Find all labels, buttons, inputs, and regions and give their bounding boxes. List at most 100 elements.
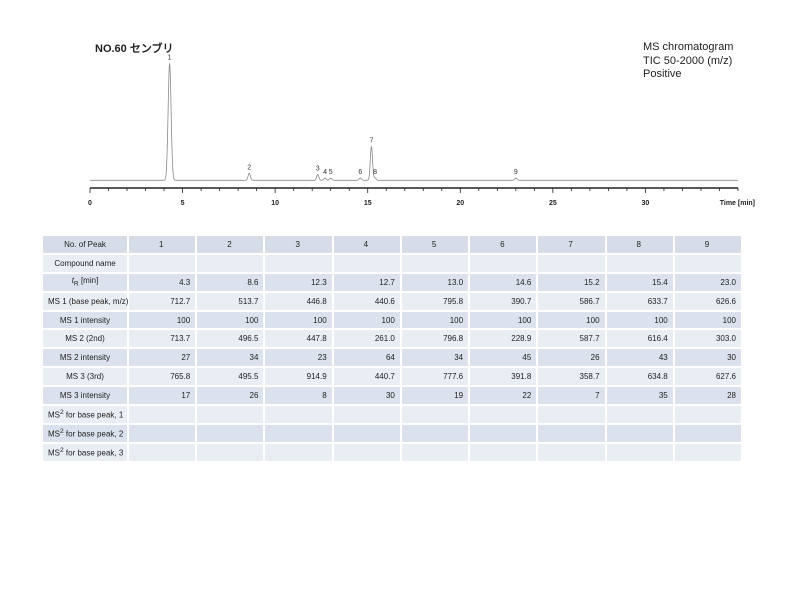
table-cell: 100 — [536, 309, 607, 331]
table-cell: 8.6 — [195, 271, 266, 293]
table-cell: 26 — [195, 385, 266, 407]
table-cell: 447.8 — [263, 328, 334, 350]
table-cell: 440.7 — [331, 366, 402, 388]
peak-label: 5 — [329, 169, 333, 176]
table-cell — [536, 422, 607, 444]
table-cell — [672, 441, 744, 463]
row-label-cell: Compound name — [41, 252, 129, 274]
table-cell: 14.6 — [468, 271, 539, 293]
table-cell — [468, 441, 539, 463]
table-cell: 100 — [263, 309, 334, 331]
table-cell — [672, 252, 744, 274]
x-tick-label: 10 — [271, 200, 279, 207]
table-cell: 446.8 — [263, 290, 334, 312]
table-row: tR [min] 4.3 8.6 12.3 12.7 13.0 14.6 15.2 15.4 23… — [41, 271, 744, 293]
table-cell — [399, 404, 471, 425]
table-header-row: No. of Peak 1 2 3 4 5 6 7 8 9 — [41, 234, 744, 255]
table-cell — [195, 252, 266, 274]
table-cell: 100 — [126, 309, 198, 331]
table-cell: 64 — [331, 347, 402, 369]
table-cell: 30 — [672, 347, 744, 369]
table-cell: 496.5 — [195, 328, 266, 350]
peak-number-cell: 1 — [126, 234, 198, 255]
table-cell — [331, 252, 402, 274]
table-cell — [331, 441, 402, 463]
x-tick-label: 5 — [181, 200, 185, 207]
table-cell: 34 — [195, 347, 266, 369]
table-cell — [672, 404, 744, 425]
table-cell: 765.8 — [126, 366, 198, 388]
table-cell: 228.9 — [468, 328, 539, 350]
table-row: MS 2 intensity 27 34 23 64 34 45 26 43 30 — [41, 347, 744, 369]
table-cell: 28 — [672, 385, 744, 407]
table-cell: 777.6 — [399, 366, 471, 388]
peak-number-cell: 8 — [604, 234, 675, 255]
table-cell: 627.6 — [672, 366, 744, 388]
table-cell: 713.7 — [126, 328, 198, 350]
peak-label: 4 — [323, 169, 327, 176]
table-cell — [195, 422, 266, 444]
table-cell — [536, 252, 607, 274]
table-cell: 303.0 — [672, 328, 744, 350]
header-label-cell: No. of Peak — [41, 234, 129, 255]
table-cell: 495.5 — [195, 366, 266, 388]
table-cell — [331, 404, 402, 425]
table-cell: 15.2 — [536, 271, 607, 293]
table-row: MS 3 (3rd) 765.8 495.5 914.9 440.7 777.6 391.8… — [41, 366, 744, 388]
peak-label: 7 — [369, 137, 373, 144]
table-cell: 513.7 — [195, 290, 266, 312]
table-cell — [604, 252, 675, 274]
table-cell — [126, 441, 198, 463]
peak-number-cell: 9 — [672, 234, 744, 255]
tic-trace — [90, 63, 738, 181]
peak-labels: 1 2 34 5 6 7 8 9 — [168, 54, 518, 176]
table-cell: 4.3 — [126, 271, 198, 293]
table-cell: 100 — [604, 309, 675, 331]
table-cell: 23.0 — [672, 271, 744, 293]
table-cell — [536, 404, 607, 425]
x-tick-label: 0 — [88, 200, 92, 207]
info-line-range: TIC 50-2000 (m/z) — [643, 54, 733, 67]
x-tick-label: 30 — [642, 200, 650, 207]
row-label-cell: MS 1 intensity — [41, 309, 129, 331]
table-cell — [126, 404, 198, 425]
table-cell: 100 — [331, 309, 402, 331]
peak-number-cell: 2 — [195, 234, 266, 255]
table-row: MS 1 intensity 100 100 100 100 100 100 100 100 10… — [41, 309, 744, 331]
table-cell: 23 — [263, 347, 334, 369]
row-label-cell: MS 2 (2nd) — [41, 328, 129, 350]
peak-number-cell: 5 — [399, 234, 471, 255]
table-cell: 8 — [263, 385, 334, 407]
x-tick-label: 20 — [456, 200, 464, 207]
row-label-cell: MS 2 intensity — [41, 347, 129, 369]
x-axis: 0 5 10 15 20 25 30 Time [min] — [88, 187, 755, 207]
chromatogram-chart: 0 5 10 15 20 25 30 Time [min] 12 34 5 678 9 — [88, 54, 755, 207]
peak-number-cell: 6 — [468, 234, 539, 255]
table-cell: 45 — [468, 347, 539, 369]
table-cell: 100 — [195, 309, 266, 331]
table-cell: 22 — [468, 385, 539, 407]
table-cell — [126, 422, 198, 444]
table-cell: 15.4 — [604, 271, 675, 293]
table-cell — [263, 252, 334, 274]
table-cell: 390.7 — [468, 290, 539, 312]
table-cell: 17 — [126, 385, 198, 407]
x-axis-label: Time [min] — [720, 200, 755, 207]
table-cell: 12.7 — [331, 271, 402, 293]
table-cell: 35 — [604, 385, 675, 407]
table-cell — [263, 404, 334, 425]
table-cell — [604, 404, 675, 425]
table-cell: 586.7 — [536, 290, 607, 312]
trace-layer — [90, 63, 738, 181]
table-cell: 13.0 — [399, 271, 471, 293]
table-cell — [263, 441, 334, 463]
peak-label: 2 — [247, 164, 251, 171]
row-label-cell: tR [min] — [41, 271, 129, 293]
peak-label: 3 — [316, 165, 320, 172]
table-cell — [126, 252, 198, 274]
table-cell: 100 — [399, 309, 471, 331]
table-cell: 12.3 — [263, 271, 334, 293]
table-cell: 34 — [399, 347, 471, 369]
table-row: MS2 for base peak, 2 — [41, 422, 744, 444]
peak-label: 8 — [373, 169, 377, 176]
